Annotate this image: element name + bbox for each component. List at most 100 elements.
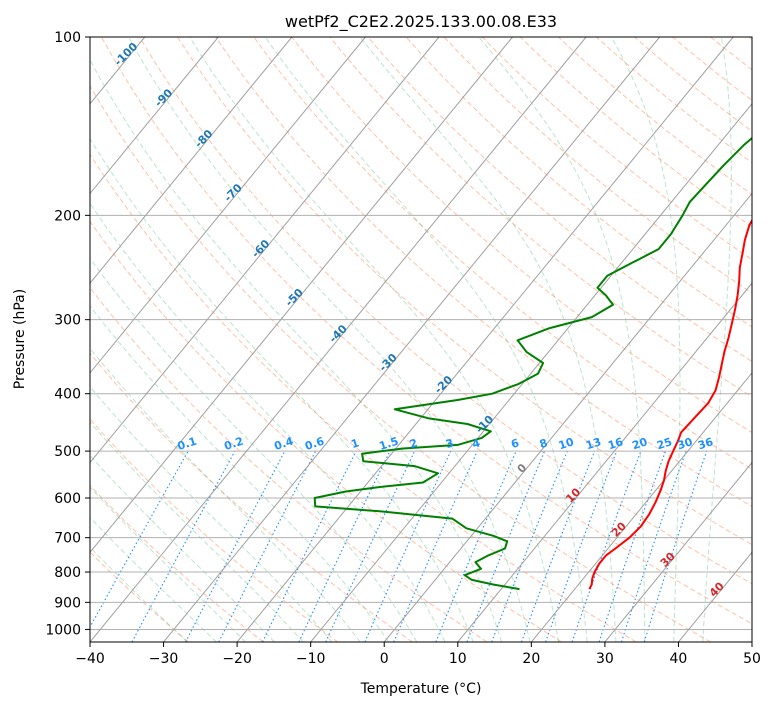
moist-adiabat bbox=[90, 454, 275, 642]
mixing-ratio-line bbox=[466, 450, 546, 642]
mixing-ratio-label: 20 bbox=[631, 435, 650, 452]
moist-adiabat bbox=[90, 386, 333, 642]
mixing-ratio-label: 1.5 bbox=[378, 435, 401, 453]
plot-area: 0.1 0.2 0.4 0.6 1 1.5 2 3 4 6 8 10 13 16 20 25 30 36-100-… bbox=[90, 37, 752, 642]
isotherm bbox=[604, 461, 752, 642]
mixing-ratio-label: 6 bbox=[509, 436, 521, 451]
mixing-ratio-line bbox=[393, 450, 478, 642]
y-tick-label: 800 bbox=[54, 565, 81, 581]
mixing-ratio-label: 8 bbox=[538, 436, 549, 451]
x-tick-label: 0 bbox=[380, 651, 389, 667]
mixing-ratio-line bbox=[545, 450, 618, 642]
x-tick-label: 30 bbox=[596, 651, 614, 667]
isotherm bbox=[90, 37, 219, 195]
moist-adiabat bbox=[90, 421, 304, 642]
dewpoint-line bbox=[313, 136, 752, 591]
mixing-ratio-label: 10 bbox=[557, 435, 576, 452]
mixing-ratio-line bbox=[364, 450, 452, 642]
mixing-ratio-label: 0.1 bbox=[176, 435, 199, 453]
y-tick-label: 600 bbox=[54, 491, 81, 507]
moist-adiabat bbox=[610, 37, 681, 642]
mixing-ratio-line bbox=[520, 450, 596, 642]
mixing-ratio-line bbox=[131, 450, 236, 642]
moist-adiabat bbox=[702, 37, 732, 642]
isotherm bbox=[383, 192, 752, 642]
x-tick-label: −20 bbox=[222, 651, 252, 667]
isotherm bbox=[530, 372, 752, 642]
isotherm bbox=[163, 37, 661, 642]
y-axis-ticks: 100 200 300 400 500 600 700 800 900 1000 bbox=[45, 30, 90, 638]
mixing-ratio-label: 3 bbox=[444, 436, 455, 451]
y-tick-label: 500 bbox=[54, 444, 81, 460]
mixing-ratio-label: 0.6 bbox=[303, 434, 326, 452]
moist-adiabat bbox=[90, 58, 503, 642]
dry-adiabat bbox=[90, 220, 562, 642]
isotherm bbox=[236, 37, 734, 642]
dry-adiabat bbox=[177, 37, 752, 546]
moist-adiabat bbox=[478, 37, 646, 642]
dry-adiabat bbox=[405, 37, 752, 328]
y-tick-label: 700 bbox=[54, 531, 81, 547]
moist-adiabat bbox=[90, 516, 217, 642]
dry-adiabat bbox=[101, 37, 752, 625]
mixing-ratio-line bbox=[571, 450, 642, 642]
moist-adiabat bbox=[264, 37, 588, 642]
skewed-isotherms bbox=[90, 37, 752, 642]
y-tick-label: 200 bbox=[54, 208, 81, 224]
x-tick-label: 20 bbox=[522, 651, 540, 667]
mixing-ratio-line bbox=[621, 450, 687, 642]
isotherm bbox=[90, 37, 587, 642]
mixing-ratio-label: 0.2 bbox=[223, 435, 246, 453]
isotherm bbox=[90, 37, 440, 464]
x-axis-title: Temperature (°C) bbox=[360, 681, 482, 697]
x-tick-label: −10 bbox=[296, 651, 326, 667]
y-tick-label: 400 bbox=[54, 387, 81, 403]
dry-adiabat bbox=[90, 84, 712, 642]
moist-adiabat bbox=[90, 305, 389, 642]
isotherm bbox=[90, 37, 513, 554]
profile-series bbox=[313, 136, 752, 591]
mixing-ratio-line bbox=[435, 450, 517, 642]
isotherm bbox=[310, 103, 752, 642]
mixing-ratio-label: 36 bbox=[696, 435, 715, 452]
y-tick-label: 1000 bbox=[45, 622, 81, 638]
dry-adiabat bbox=[90, 418, 339, 642]
dry-adiabat bbox=[90, 484, 264, 642]
y-tick-label: 100 bbox=[54, 30, 81, 46]
x-tick-label: 40 bbox=[670, 651, 688, 667]
moist-adiabat bbox=[90, 546, 188, 642]
moist-adiabat bbox=[90, 257, 418, 642]
isotherm bbox=[90, 37, 366, 374]
x-tick-label: −40 bbox=[75, 651, 105, 667]
x-tick-label: 10 bbox=[449, 651, 467, 667]
moist-adiabat bbox=[189, 37, 560, 642]
mixing-ratio-line bbox=[491, 450, 568, 642]
mixing-ratio-line bbox=[643, 450, 708, 642]
moist-adiabat bbox=[90, 486, 246, 642]
mixing-ratio-line bbox=[218, 450, 317, 642]
mixing-ratio-label: 25 bbox=[655, 435, 674, 452]
mixing-ratio-label: 0.4 bbox=[273, 434, 296, 452]
mixing-ratio-label: 4 bbox=[471, 436, 483, 451]
y-tick-label: 300 bbox=[54, 313, 81, 329]
dry-adiabat bbox=[215, 37, 752, 508]
mixing-ratio-label: 2 bbox=[408, 436, 419, 451]
mixing-ratio-line bbox=[90, 450, 189, 629]
dry-adiabat bbox=[443, 37, 752, 294]
dry-adiabat bbox=[90, 286, 488, 642]
mixing-ratio-label: 30 bbox=[676, 435, 695, 452]
dry-adiabat bbox=[291, 37, 752, 434]
x-axis-ticks: −40 −30 −20 −10 0 10 20 30 40 50 bbox=[75, 642, 761, 667]
dry-adiabat bbox=[139, 37, 752, 585]
dry-adiabat bbox=[90, 551, 190, 642]
dry-adiabat bbox=[90, 153, 637, 642]
x-tick-label: 50 bbox=[743, 651, 761, 667]
mixing-ratio-label: 13 bbox=[584, 435, 603, 452]
mixing-ratio-label: 16 bbox=[606, 435, 625, 452]
pressure-gridlines bbox=[90, 37, 752, 630]
chart-title: wetPf2_C2E2.2025.133.00.08.E33 bbox=[285, 12, 557, 32]
y-tick-label: 900 bbox=[54, 595, 81, 611]
plot-frame bbox=[89, 36, 753, 643]
mixing-ratio-label: 1 bbox=[349, 436, 360, 451]
